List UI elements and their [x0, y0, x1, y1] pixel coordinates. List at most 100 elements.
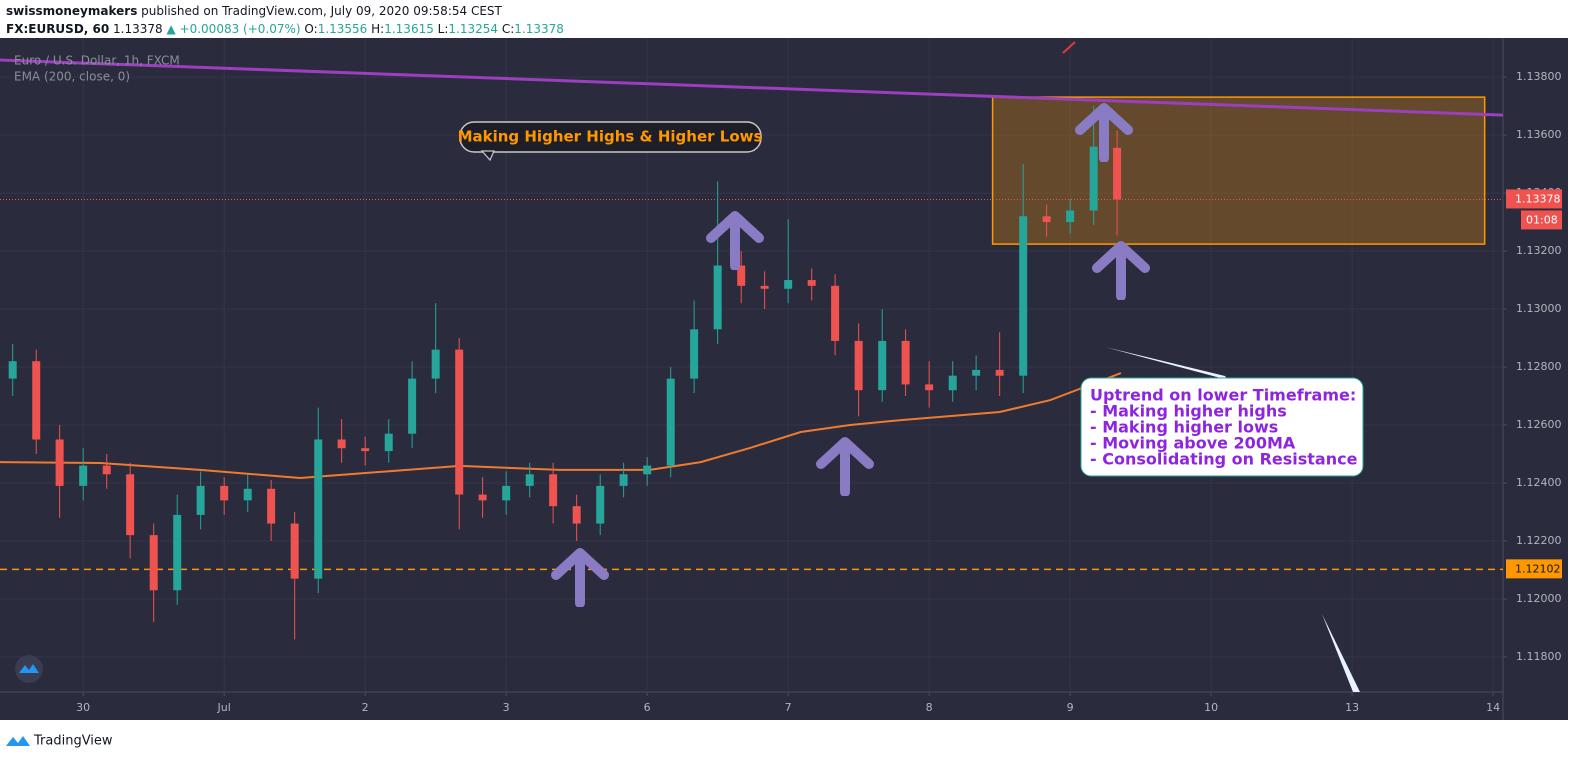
- candle-body: [807, 280, 816, 286]
- x-tick-label: 13: [1345, 701, 1359, 714]
- candle-body: [102, 465, 111, 475]
- candle-body: [666, 378, 675, 466]
- candle-body: [408, 378, 417, 434]
- candle-body: [478, 494, 487, 501]
- x-tick-label: 9: [1067, 701, 1074, 714]
- candle-body: [572, 506, 581, 524]
- candle-body: [901, 340, 910, 385]
- last: 1.13378: [113, 22, 163, 36]
- candle-body: [431, 349, 440, 379]
- candle-body: [878, 340, 887, 391]
- y-tick-label: 1.13200: [1516, 244, 1562, 257]
- y-tick-label: 1.11800: [1516, 650, 1562, 663]
- candle-body: [1113, 147, 1122, 200]
- note-bg: [1080, 377, 1364, 477]
- l-label: L:: [438, 22, 449, 36]
- y-tick-label: 1.12200: [1516, 534, 1562, 547]
- tv-logo: [15, 655, 43, 683]
- candle-body: [760, 285, 769, 289]
- last-price-badge: [1506, 189, 1562, 209]
- y-tick-label: 1.12000: [1516, 592, 1562, 605]
- candle-body: [1089, 146, 1098, 211]
- candle-body: [149, 535, 158, 591]
- candle-body: [8, 361, 17, 379]
- ema-line: [0, 58, 1504, 117]
- note-title: Uptrend on lower Timeframe:: [1090, 386, 1356, 405]
- candle-body: [314, 439, 323, 579]
- y-tick-label: 1.12800: [1516, 360, 1562, 373]
- l: 1.13254: [448, 22, 498, 36]
- x-tick-label: 30: [76, 701, 90, 714]
- candle-body: [455, 349, 464, 495]
- candle-body: [995, 369, 1004, 376]
- candle-body: [32, 361, 41, 440]
- candle-body: [126, 474, 135, 536]
- y-tick-label: 1.13800: [1516, 70, 1562, 83]
- header-line-2: FX:EURUSD, 60 1.13378 ▲ +0.00083 (+0.07%…: [6, 22, 564, 36]
- candle-body: [948, 375, 957, 391]
- support-label: 1.12102: [1515, 562, 1561, 575]
- resistance-zone: [991, 96, 1486, 245]
- x-tick-label: 3: [503, 701, 510, 714]
- x-tick-label: 10: [1204, 701, 1218, 714]
- publisher: swissmoneymakers: [6, 4, 137, 18]
- ema-line: [0, 372, 1122, 480]
- candle-body: [1042, 216, 1051, 223]
- footer-brand: TradingView: [33, 734, 113, 749]
- note-box: Uptrend on lower Timeframe: - Making hig…: [1080, 377, 1364, 477]
- y-tick-label: 1.12600: [1516, 418, 1562, 431]
- candle-body: [79, 465, 88, 486]
- candle-body: [267, 488, 276, 524]
- note-line: - Making higher highs: [1090, 402, 1287, 421]
- header-line-1: swissmoneymakers published on TradingVie…: [6, 4, 503, 18]
- o: 1.13556: [318, 22, 368, 36]
- candle-body: [220, 485, 229, 501]
- drawing-line: [1105, 347, 1228, 380]
- header-bg: [0, 0, 1588, 38]
- candle-body: [972, 369, 981, 376]
- h-label: H:: [371, 22, 384, 36]
- drawing-line: [1322, 614, 1360, 692]
- callout-box: [459, 121, 762, 153]
- candle-body: [831, 285, 840, 341]
- h: 1.13615: [384, 22, 434, 36]
- symbol: FX:EURUSD, 60: [6, 22, 109, 36]
- note-line: - Making higher lows: [1090, 418, 1278, 437]
- x-tick-label: 2: [362, 701, 369, 714]
- c-label: C:: [502, 22, 514, 36]
- x-tick-label: 7: [785, 701, 792, 714]
- candle-body: [384, 433, 393, 452]
- countdown-label: 01:08: [1526, 213, 1558, 226]
- legend-symbol: Euro / U.S. Dollar, 1h, FXCM: [14, 54, 180, 68]
- candle-body: [290, 523, 299, 579]
- candle-body: [854, 340, 863, 391]
- candle-body: [361, 448, 370, 452]
- candle-body: [1019, 216, 1028, 376]
- y-tick-label: 1.13600: [1516, 128, 1562, 141]
- candle-body: [173, 514, 182, 591]
- support-badge: [1506, 559, 1562, 579]
- price-labels: 1.13378 01:08 1.12102: [1506, 189, 1562, 579]
- candle-body: [502, 485, 511, 501]
- countdown-badge: [1521, 210, 1562, 230]
- candle-body: [243, 488, 252, 501]
- candle-body: [690, 329, 699, 379]
- candle-body: [1066, 210, 1075, 223]
- candle-body: [549, 474, 558, 507]
- o-label: O:: [304, 22, 317, 36]
- candle-body: [596, 485, 605, 524]
- last-price-label: 1.13378: [1515, 192, 1561, 205]
- y-tick-label: 1.13000: [1516, 302, 1562, 315]
- x-tick-label: 6: [644, 701, 651, 714]
- note-line: - Consolidating on Resistance: [1090, 450, 1358, 469]
- candle-body: [925, 384, 934, 391]
- candle-body: [784, 280, 793, 289]
- candle-body: [619, 474, 628, 486]
- zone-layer: [0, 96, 1503, 571]
- callout-text: Making Higher Highs & Higher Lows: [458, 128, 763, 146]
- candle-body: [196, 485, 205, 515]
- legend-ema: EMA (200, close, 0): [14, 70, 130, 84]
- c: 1.13378: [514, 22, 564, 36]
- candle-body: [737, 265, 746, 286]
